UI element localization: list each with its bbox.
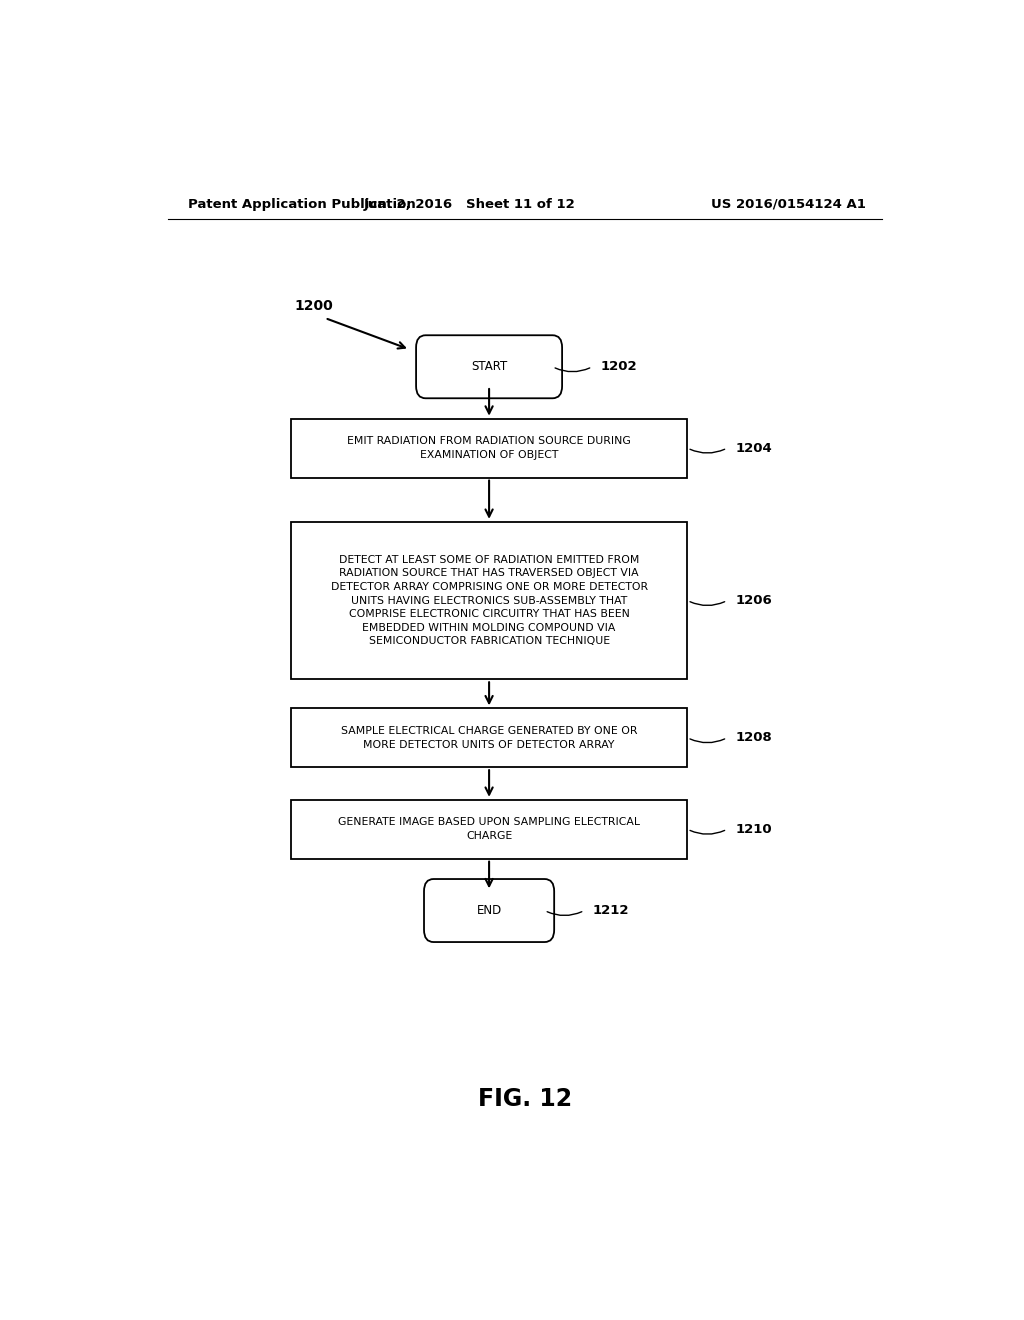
Text: FIG. 12: FIG. 12 xyxy=(478,1086,571,1110)
Text: START: START xyxy=(471,360,507,374)
FancyBboxPatch shape xyxy=(291,418,687,478)
Text: 1204: 1204 xyxy=(735,442,772,454)
FancyBboxPatch shape xyxy=(291,521,687,680)
FancyBboxPatch shape xyxy=(424,879,554,942)
Text: 1208: 1208 xyxy=(735,731,772,744)
Text: Patent Application Publication: Patent Application Publication xyxy=(187,198,416,211)
Text: 1210: 1210 xyxy=(735,822,772,836)
Text: EMIT RADIATION FROM RADIATION SOURCE DURING
EXAMINATION OF OBJECT: EMIT RADIATION FROM RADIATION SOURCE DUR… xyxy=(347,437,631,459)
Text: US 2016/0154124 A1: US 2016/0154124 A1 xyxy=(712,198,866,211)
Text: END: END xyxy=(476,904,502,917)
Text: 1212: 1212 xyxy=(592,904,629,917)
Text: 1206: 1206 xyxy=(735,594,772,607)
Text: GENERATE IMAGE BASED UPON SAMPLING ELECTRICAL
CHARGE: GENERATE IMAGE BASED UPON SAMPLING ELECT… xyxy=(338,817,640,841)
FancyBboxPatch shape xyxy=(291,800,687,859)
Text: Jun. 2, 2016   Sheet 11 of 12: Jun. 2, 2016 Sheet 11 of 12 xyxy=(364,198,575,211)
Text: SAMPLE ELECTRICAL CHARGE GENERATED BY ONE OR
MORE DETECTOR UNITS OF DETECTOR ARR: SAMPLE ELECTRICAL CHARGE GENERATED BY ON… xyxy=(341,726,637,750)
Text: 1202: 1202 xyxy=(600,360,637,374)
Text: 1200: 1200 xyxy=(295,298,334,313)
FancyBboxPatch shape xyxy=(291,709,687,767)
FancyBboxPatch shape xyxy=(416,335,562,399)
Text: DETECT AT LEAST SOME OF RADIATION EMITTED FROM
RADIATION SOURCE THAT HAS TRAVERS: DETECT AT LEAST SOME OF RADIATION EMITTE… xyxy=(331,554,647,647)
